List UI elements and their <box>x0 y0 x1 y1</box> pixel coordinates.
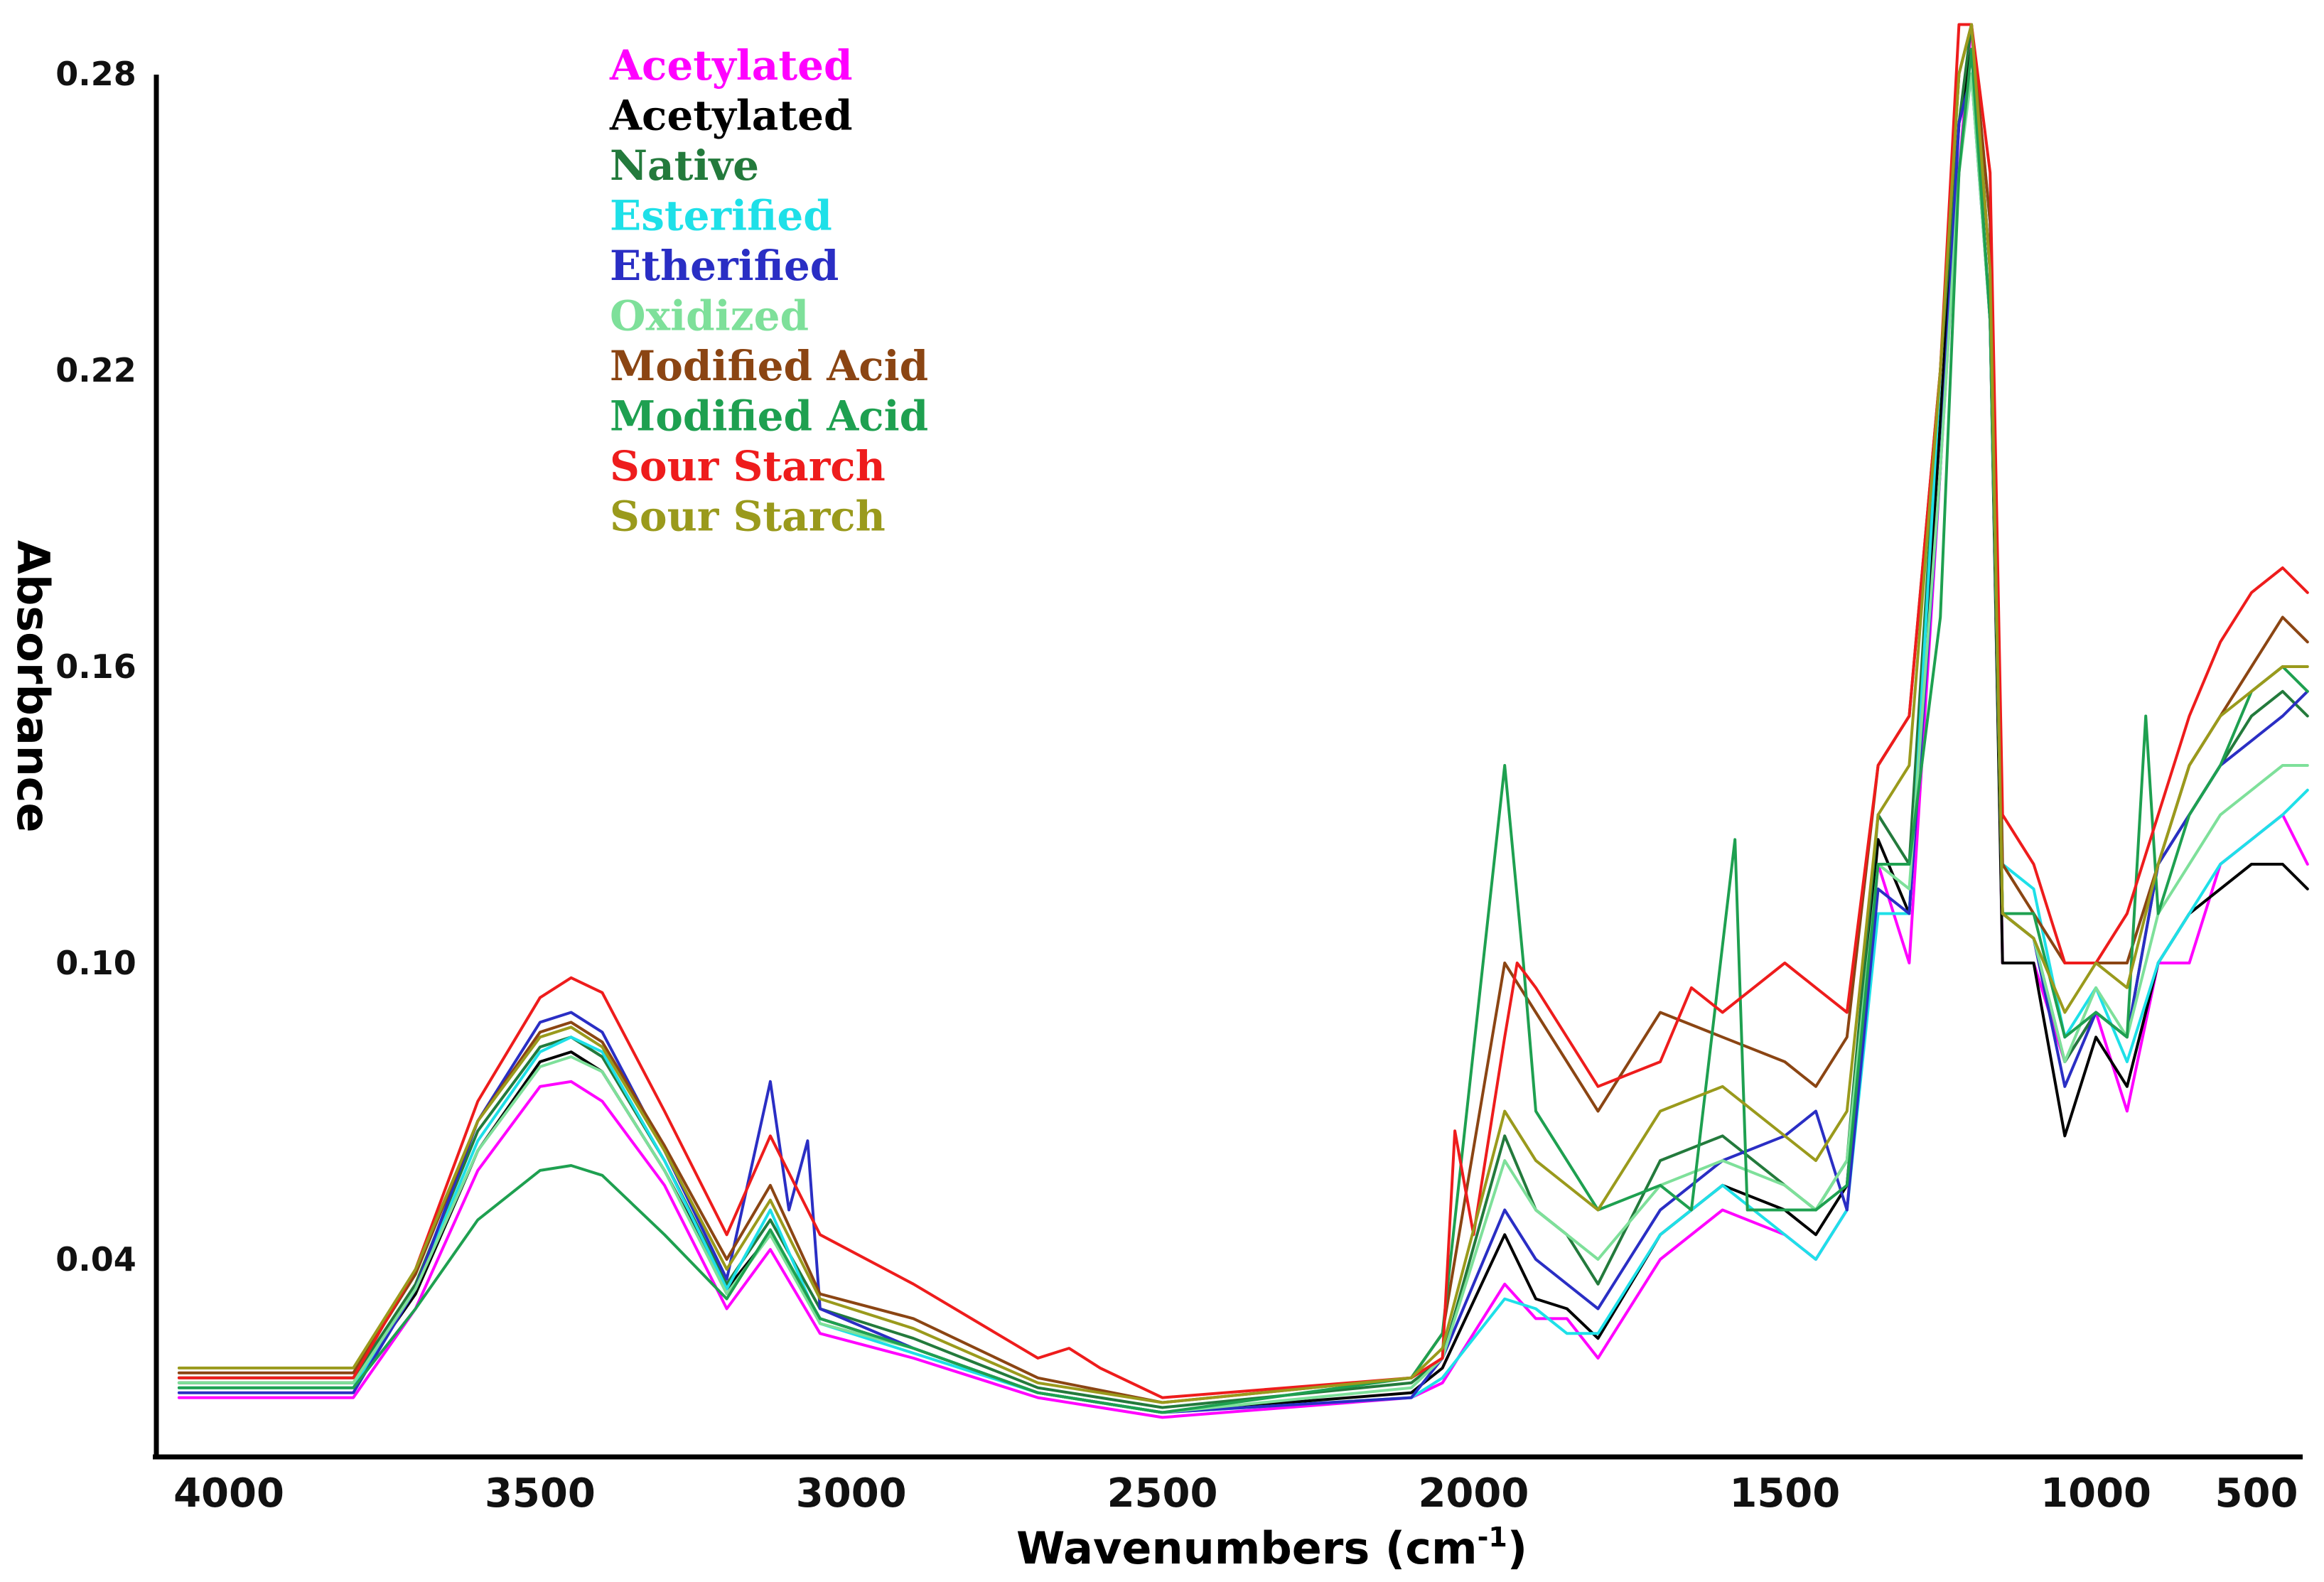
legend-entry: Oxidized <box>610 292 809 340</box>
legend-entry: Sour Starch <box>610 442 886 490</box>
axes-layer <box>153 75 2303 1460</box>
y-tick-label: 0.04 <box>55 1240 136 1279</box>
legend-entry: Modified Acid <box>610 342 928 390</box>
series-line-6 <box>177 72 2309 1414</box>
x-tick-label: 2500 <box>1107 1470 1218 1517</box>
y-tick-label: 0.10 <box>55 944 136 982</box>
series-layer <box>177 23 2309 1419</box>
x-tick-label: 3500 <box>485 1470 596 1517</box>
legend-entry: Sour Starch <box>610 493 886 541</box>
series-line-9 <box>177 23 2309 1399</box>
y-tick-label: 0.16 <box>55 647 136 686</box>
x-tick-label: 500 <box>2215 1470 2298 1517</box>
x-tick-label: 3000 <box>796 1470 907 1517</box>
legend-entry: Native <box>610 141 759 190</box>
legend: AcetylatedAcetylatedNativeEsterifiedEthe… <box>609 41 928 541</box>
series-line-8 <box>177 48 2309 1414</box>
x-tick-label: 4000 <box>173 1470 284 1517</box>
series-line-7 <box>177 23 2309 1404</box>
x-tick-label: 2000 <box>1418 1470 1529 1517</box>
legend-entry: Acetylated <box>609 92 853 140</box>
x-tick-label: 1500 <box>1729 1470 1840 1517</box>
y-axis-title: Absorbance <box>7 540 59 833</box>
y-tick-labels: 0.04 0.10 0.16 0.22 0.28 <box>55 55 136 1279</box>
series-line-10 <box>177 23 2309 1404</box>
x-axis-title: Wavenumbers (cm-1) <box>1016 1522 1527 1574</box>
legend-entry: Acetylated <box>609 41 853 90</box>
y-tick-label: 0.28 <box>55 55 136 93</box>
y-tick-label: 0.22 <box>55 351 136 389</box>
legend-entry: Modified Acid <box>610 392 928 441</box>
series-line-1 <box>177 23 2309 1419</box>
x-tick-labels: 4000 3500 3000 2500 2000 1500 1000 500 <box>173 1470 2298 1517</box>
legend-entry: Esterified <box>610 192 832 240</box>
x-tick-label: 1000 <box>2040 1470 2151 1517</box>
legend-entry: Etherified <box>610 242 839 290</box>
